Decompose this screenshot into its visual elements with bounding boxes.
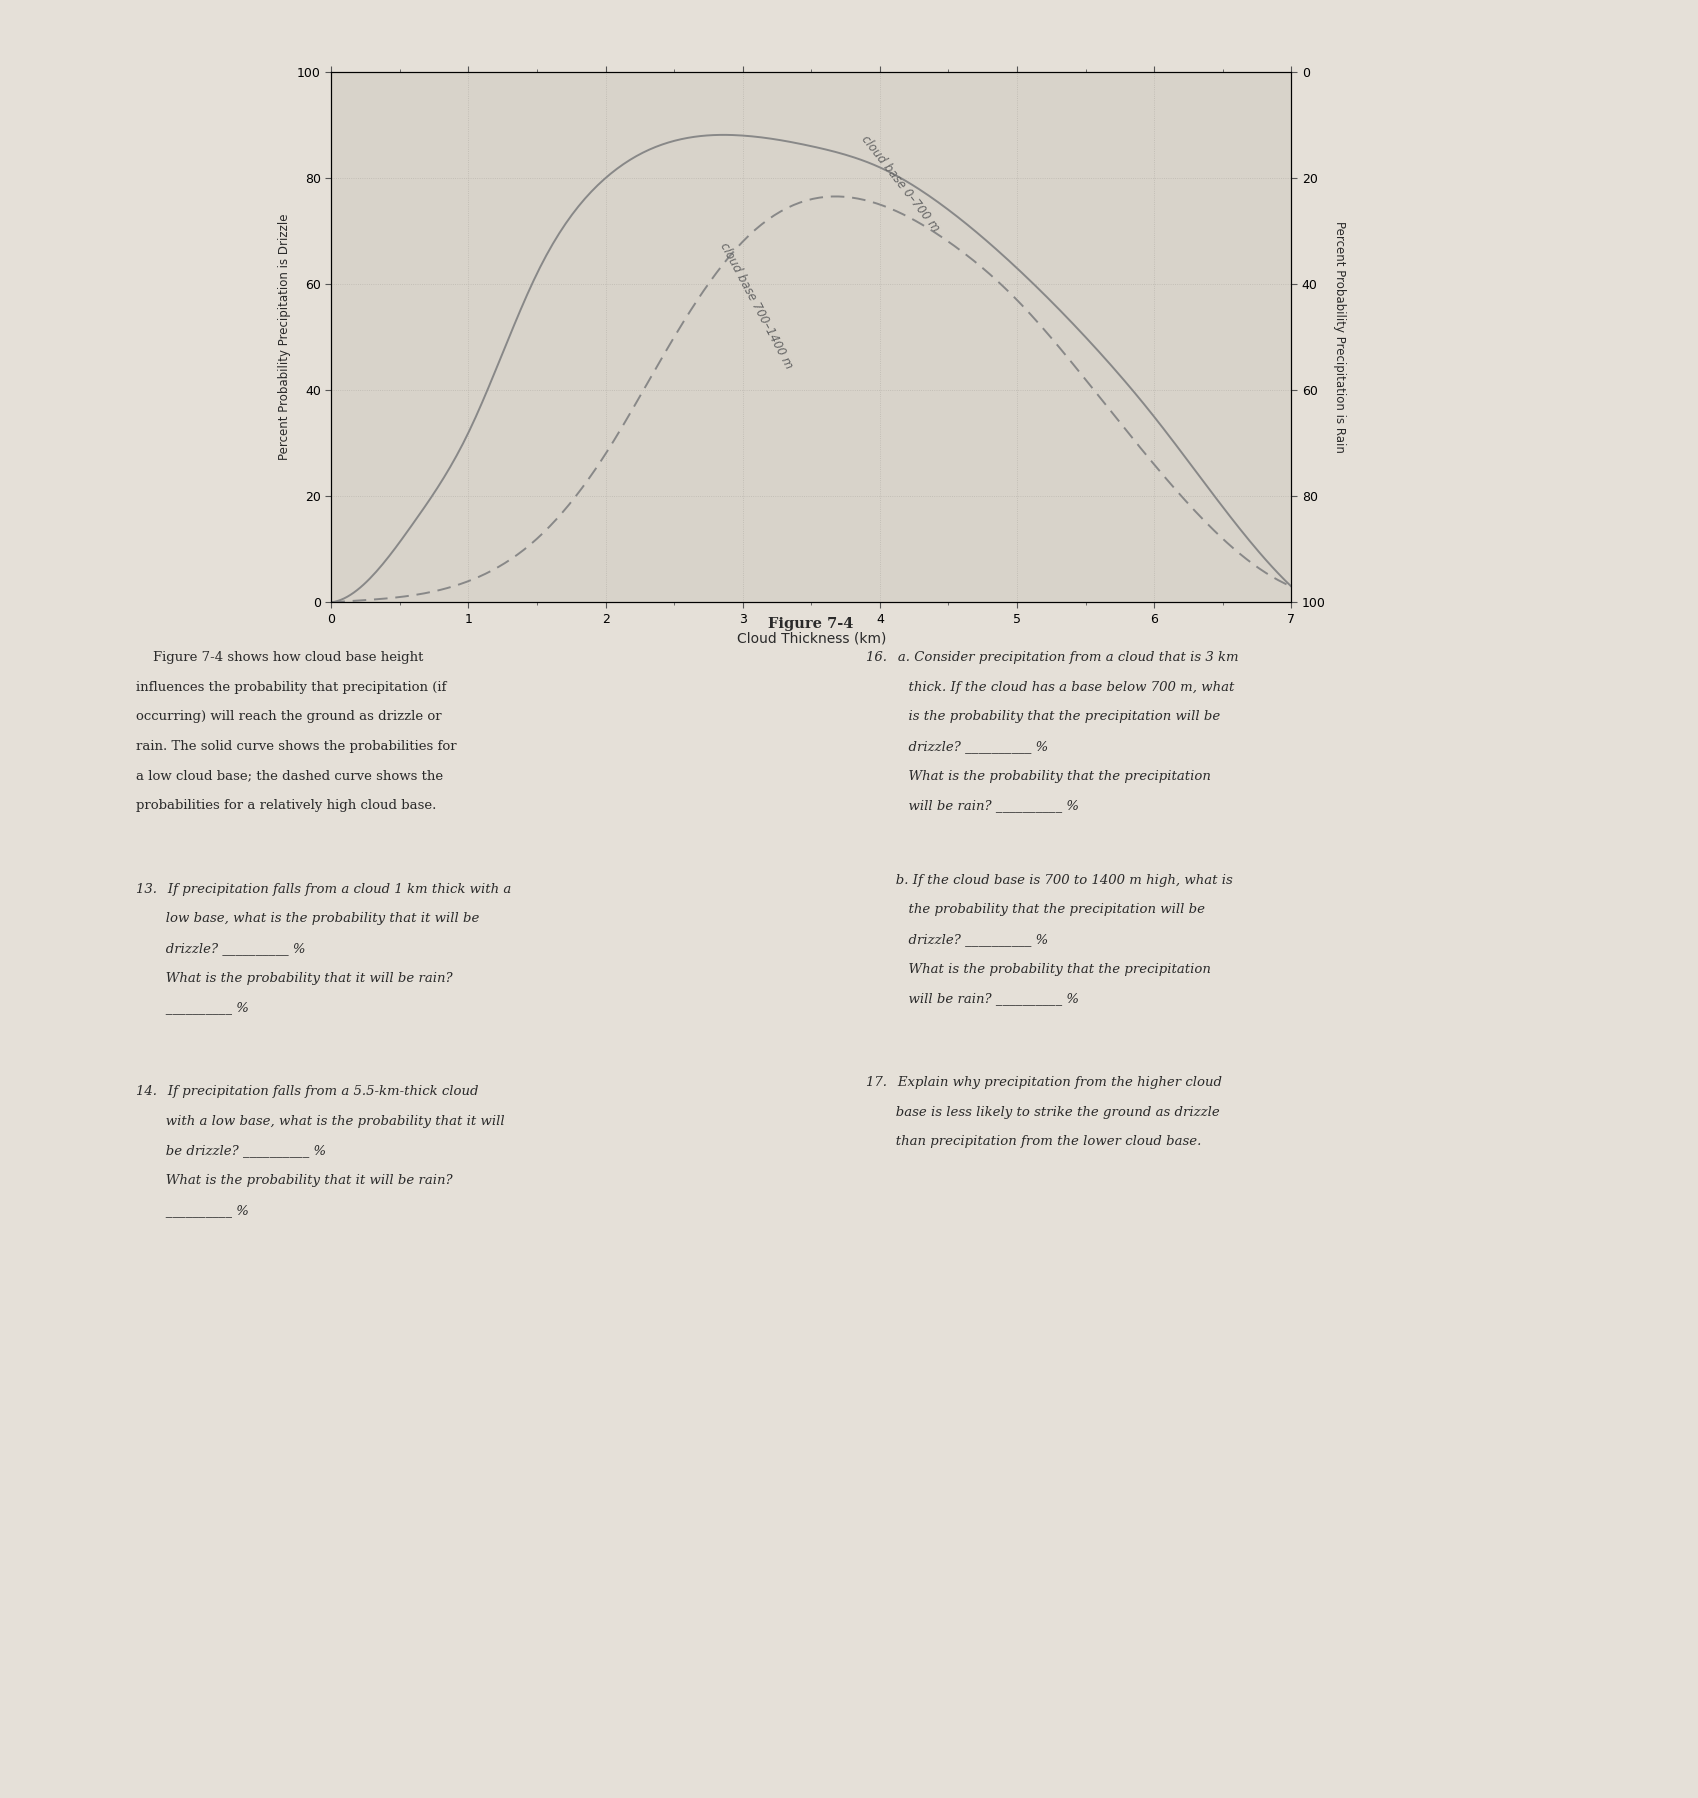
- Text: cloud base 0–700 m: cloud base 0–700 m: [857, 133, 941, 234]
- Text: What is the probability that it will be rain?: What is the probability that it will be …: [136, 971, 452, 985]
- Text: thick. If the cloud has a base below 700 m, what: thick. If the cloud has a base below 700…: [866, 680, 1234, 694]
- Y-axis label: Percent Probability Precipitation is Rain: Percent Probability Precipitation is Rai…: [1333, 221, 1345, 453]
- Text: What is the probability that it will be rain?: What is the probability that it will be …: [136, 1174, 452, 1187]
- Text: be drizzle? __________ %: be drizzle? __________ %: [136, 1145, 326, 1158]
- Text: base is less likely to strike the ground as drizzle: base is less likely to strike the ground…: [866, 1106, 1219, 1118]
- Text: Figure 7-4 shows how cloud base height: Figure 7-4 shows how cloud base height: [136, 651, 423, 663]
- Text: with a low base, what is the probability that it will: with a low base, what is the probability…: [136, 1115, 504, 1127]
- Text: What is the probability that the precipitation: What is the probability that the precipi…: [866, 770, 1211, 782]
- Text: 14.  If precipitation falls from a 5.5-km-thick cloud: 14. If precipitation falls from a 5.5-km…: [136, 1086, 479, 1099]
- Text: a low cloud base; the dashed curve shows the: a low cloud base; the dashed curve shows…: [136, 770, 443, 782]
- Text: influences the probability that precipitation (if: influences the probability that precipit…: [136, 680, 447, 694]
- Text: Figure 7-4: Figure 7-4: [767, 617, 852, 631]
- Text: will be rain? __________ %: will be rain? __________ %: [866, 798, 1078, 813]
- Text: cloud base 700–1400 m: cloud base 700–1400 m: [717, 239, 795, 370]
- Text: drizzle? __________ %: drizzle? __________ %: [866, 741, 1048, 753]
- Text: What is the probability that the precipitation: What is the probability that the precipi…: [866, 964, 1211, 976]
- Text: __________ %: __________ %: [136, 1001, 248, 1014]
- X-axis label: Cloud Thickness (km): Cloud Thickness (km): [737, 631, 885, 645]
- Y-axis label: Percent Probability Precipitation is Drizzle: Percent Probability Precipitation is Dri…: [278, 214, 292, 460]
- Text: 16.  a. Consider precipitation from a cloud that is 3 km: 16. a. Consider precipitation from a clo…: [866, 651, 1238, 663]
- Text: drizzle? __________ %: drizzle? __________ %: [136, 942, 306, 955]
- Text: 13.  If precipitation falls from a cloud 1 km thick with a: 13. If precipitation falls from a cloud …: [136, 883, 511, 895]
- Text: 17.  Explain why precipitation from the higher cloud: 17. Explain why precipitation from the h…: [866, 1075, 1223, 1090]
- Text: rain. The solid curve shows the probabilities for: rain. The solid curve shows the probabil…: [136, 741, 457, 753]
- Text: is the probability that the precipitation will be: is the probability that the precipitatio…: [866, 710, 1221, 723]
- Text: drizzle? __________ %: drizzle? __________ %: [866, 933, 1048, 946]
- Text: low base, what is the probability that it will be: low base, what is the probability that i…: [136, 913, 479, 926]
- Text: than precipitation from the lower cloud base.: than precipitation from the lower cloud …: [866, 1136, 1200, 1149]
- Text: the probability that the precipitation will be: the probability that the precipitation w…: [866, 903, 1206, 917]
- Text: __________ %: __________ %: [136, 1205, 248, 1217]
- Text: will be rain? __________ %: will be rain? __________ %: [866, 992, 1078, 1005]
- Text: probabilities for a relatively high cloud base.: probabilities for a relatively high clou…: [136, 798, 436, 813]
- Text: b. If the cloud base is 700 to 1400 m high, what is: b. If the cloud base is 700 to 1400 m hi…: [866, 874, 1233, 886]
- Text: occurring) will reach the ground as drizzle or: occurring) will reach the ground as driz…: [136, 710, 441, 723]
